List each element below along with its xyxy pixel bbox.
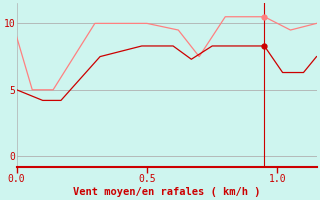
- X-axis label: Vent moyen/en rafales ( km/h ): Vent moyen/en rafales ( km/h ): [73, 187, 260, 197]
